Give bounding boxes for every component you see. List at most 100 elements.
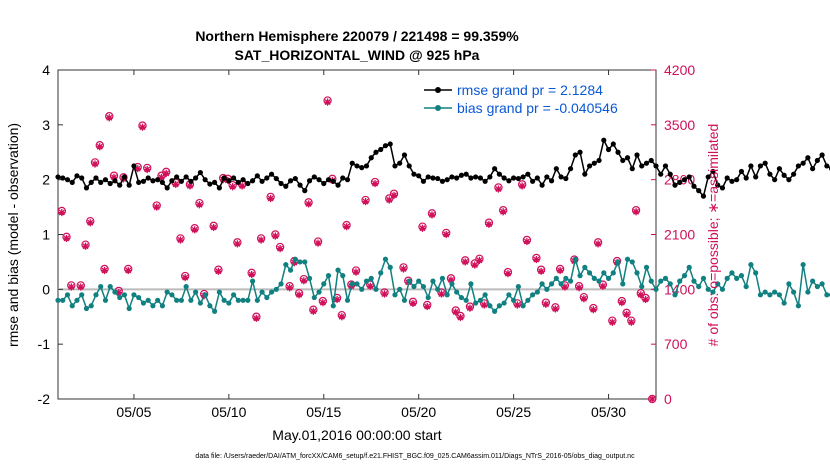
rmse-point [449,174,455,180]
obs-assimilated-marker [589,306,597,314]
obs-assimilated-marker [485,220,493,228]
bias-point [786,281,792,287]
rmse-point [197,169,203,176]
bias-point [473,300,479,306]
bias-point [202,292,208,298]
obs-assimilated-marker [115,288,123,297]
obs-assimilated-marker [210,223,218,232]
bias-point [800,262,806,268]
bias-point [216,289,222,295]
rmse-point [530,178,536,184]
bias-point [392,292,398,298]
obs-assimilated-marker [608,318,616,326]
series-bias [55,256,830,314]
bias-point [686,264,692,270]
rmse-point [193,175,199,181]
rmse-point [79,175,85,181]
rmse-point [586,163,593,169]
rmse-point [810,166,816,172]
rmse-point [373,149,379,155]
rmse-point [629,166,635,172]
rmse-point [791,171,797,177]
x-tick-label: 05/25 [496,404,531,420]
bias-point [530,292,536,298]
y2-axis-label: # of obs: o=possible; ∗=assimilated [705,124,721,347]
obs-assimilated-marker [162,169,170,177]
bias-point [738,273,745,279]
rmse-point [387,141,393,147]
obs-assimilated-marker [276,245,284,253]
bias-point [511,297,517,303]
obs-assimilated-marker [385,196,393,204]
chart-subtitle: SAT_HORIZONTAL_WIND @ 925 hPa [235,47,480,63]
rmse-point [235,179,241,186]
rmse-point [359,165,365,171]
obs-assimilated-marker [191,226,199,234]
rmse-point [539,182,545,188]
y2-tick-label: 700 [664,336,688,352]
obs-assimilated-marker [157,173,166,181]
legend: rmse grand pr = 2.1284 bias grand pr = -… [424,82,618,116]
bias-point [658,278,664,284]
bias-point [164,289,170,295]
rmse-point [748,163,754,169]
obs-assimilated-marker [475,256,484,264]
rmse-point [634,152,640,158]
rmse-point [401,152,408,158]
rmse-point [572,152,578,158]
x-axis: 05/05 05/10 05/15 05/20 05/25 05/30 [116,70,626,420]
rmse-point [473,174,479,180]
rmse-point [178,178,184,184]
rmse-point [454,175,460,181]
rmse-point [202,177,208,183]
rmse-point [458,172,465,178]
rmse-point [335,182,341,188]
bias-point [60,297,66,303]
bias-point [378,270,384,276]
obs-assimilated-marker [286,284,294,292]
bias-point [193,289,199,295]
x-tick-label: 05/05 [116,404,151,420]
bias-point [805,289,811,295]
rmse-point [800,160,806,166]
bias-point [620,281,626,287]
obs-assimilated-marker [627,318,635,326]
x-tick-label: 05/10 [211,404,246,420]
rmse-point [249,178,256,184]
rmse-point [520,174,526,180]
obs-assimilated-marker [556,266,564,275]
rmse-point [795,163,801,169]
rmse-point [406,163,412,169]
obs-assimilated-marker [599,282,607,290]
rmse-point [392,163,398,169]
bias-point [401,297,408,303]
obs-assimilated-marker [561,283,569,291]
bias-point [121,292,128,298]
rmse-point [601,137,607,143]
bias-point [539,281,545,287]
y-tick-label: -2 [38,391,51,407]
bias-point [724,275,730,281]
rmse-point [463,171,469,177]
legend-rmse-label: rmse grand pr = 2.1284 [457,82,603,98]
bias-point [397,286,403,292]
bias-point [567,278,574,284]
bias-point [131,292,137,298]
bias-point [624,256,631,262]
obs-assimilated-marker [442,230,450,239]
bias-point [287,267,294,273]
bias-point [677,278,683,284]
obs-assimilated-marker [62,234,71,243]
rmse-point [311,174,317,180]
obs-assimilated-marker [138,123,147,131]
rmse-point [515,175,521,182]
rmse-point [544,174,550,180]
rmse-point [662,163,669,169]
rmse-point [710,168,716,175]
rmse-point [591,160,597,166]
bias-point [406,278,412,284]
obs-assimilated-marker [153,203,161,211]
bias-point [449,281,455,287]
rmse-point [819,152,825,158]
